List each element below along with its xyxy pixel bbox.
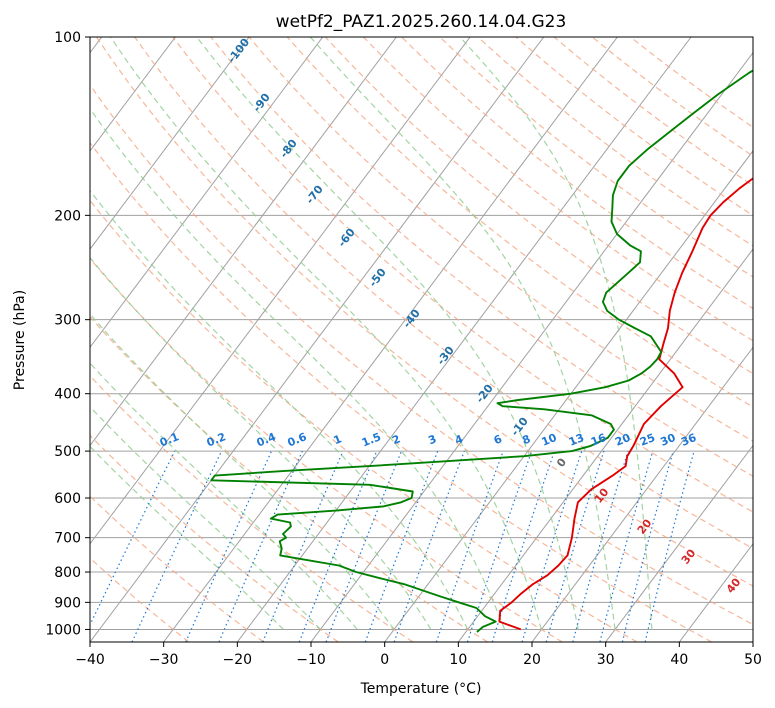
isotherm-line — [90, 37, 397, 447]
mixing-ratio-lines — [90, 450, 695, 642]
moist-adiabat-line — [90, 256, 432, 630]
x-axis-ticks: −40 −30 −20 −10 0 10 20 30 40 50 — [75, 642, 762, 668]
dry-adiabat-line — [248, 37, 753, 442]
y-tick-label: 500 — [54, 444, 81, 460]
x-tick-label: 40 — [670, 652, 688, 668]
dry-adiabat-line — [362, 37, 753, 342]
mixing-ratio-line — [572, 450, 629, 642]
mixing-ratio-line — [466, 450, 533, 642]
isotherm-line — [90, 37, 324, 349]
plot-area — [90, 37, 753, 642]
mixing-ratio-label: 10 — [540, 431, 559, 449]
isotherm-line — [90, 37, 471, 545]
mixing-ratio-label: 13 — [567, 431, 586, 449]
y-tick-label: 900 — [54, 595, 81, 611]
isotherm-line — [90, 37, 545, 642]
mixing-ratio-line — [364, 450, 439, 642]
isotherm-line — [605, 444, 753, 642]
moist-adiabat-line — [90, 445, 285, 630]
y-tick-label: 100 — [54, 30, 81, 46]
chart-title: wetPf2_PAZ1.2025.260.14.04.G23 — [276, 12, 567, 32]
mixing-ratio-label: 3 — [426, 432, 438, 447]
moist-adiabat-line — [309, 37, 616, 630]
sounding-trace — [498, 177, 753, 631]
sounding-trace — [210, 69, 753, 633]
dry-adiabat-line — [210, 37, 753, 477]
mixing-ratio-line — [90, 450, 176, 627]
x-tick-label: 20 — [523, 652, 541, 668]
mixing-ratio-label: 25 — [638, 431, 657, 449]
mixing-ratio-label: 30 — [658, 431, 677, 449]
dry-adiabat-line — [90, 374, 414, 642]
dry-adiabat-line — [401, 37, 753, 310]
isotherm-line — [384, 150, 753, 642]
x-tick-label: 50 — [744, 652, 762, 668]
x-tick-label: 30 — [597, 652, 615, 668]
x-tick-label: −20 — [223, 652, 253, 668]
mixing-ratio-label: 16 — [589, 431, 608, 449]
mixing-ratio-label: 2 — [390, 432, 402, 447]
mixing-ratio-line — [491, 450, 555, 642]
x-axis-label: Temperature (°C) — [360, 681, 482, 697]
y-tick-label: 600 — [54, 491, 81, 507]
mixing-ratio-label: 8 — [520, 432, 532, 447]
x-tick-label: 10 — [449, 652, 467, 668]
isotherm-lines — [90, 37, 753, 642]
moist-adiabat-line — [90, 313, 395, 630]
isotherm-line — [90, 37, 176, 152]
plot-frame — [89, 36, 754, 643]
dry-adiabat-line — [90, 83, 753, 626]
mixing-ratio-label: 1 — [332, 432, 344, 447]
dry-adiabat-line — [90, 199, 638, 642]
x-tick-label: −10 — [296, 652, 326, 668]
isotherm-line — [457, 248, 753, 642]
mixing-ratio-line — [545, 450, 605, 642]
x-tick-label: 0 — [380, 652, 389, 668]
y-tick-label: 300 — [54, 313, 81, 329]
y-tick-label: 400 — [54, 387, 81, 403]
y-axis-label: Pressure (hPa) — [12, 290, 28, 390]
mixing-ratio-line — [131, 450, 223, 642]
moist-adiabat-line — [196, 37, 579, 630]
moist-adiabat-line — [459, 37, 653, 630]
mixing-ratio-label: 20 — [613, 431, 632, 449]
moist-adiabat-line — [90, 107, 506, 630]
isotherm-line — [310, 51, 753, 642]
isotherm-line — [236, 37, 692, 642]
isotherm-line — [531, 346, 753, 642]
moist-adiabat-line — [90, 405, 321, 630]
x-tick-label: −40 — [75, 652, 105, 668]
mixing-ratio-label: 36 — [679, 431, 698, 449]
moist-adiabat-line — [90, 189, 469, 630]
y-axis-ticks: 100 200 300 400 500 600 700 800 900 1000 — [45, 30, 90, 638]
dry-adiabat-line — [96, 37, 753, 587]
y-tick-label: 700 — [54, 531, 81, 547]
sounding-traces — [210, 69, 753, 633]
y-tick-label: 1000 — [45, 622, 81, 638]
dry-adiabat-line — [172, 37, 753, 513]
x-tick-label: −30 — [149, 652, 179, 668]
dry-adiabat-line — [134, 37, 753, 550]
y-tick-label: 800 — [54, 565, 81, 581]
mixing-ratio-line — [521, 450, 583, 642]
dry-adiabat-line — [90, 141, 712, 642]
mixing-ratio-line — [325, 450, 403, 642]
isotherm-line — [163, 37, 618, 642]
isotherm-line — [90, 37, 250, 250]
y-tick-label: 200 — [54, 208, 81, 224]
